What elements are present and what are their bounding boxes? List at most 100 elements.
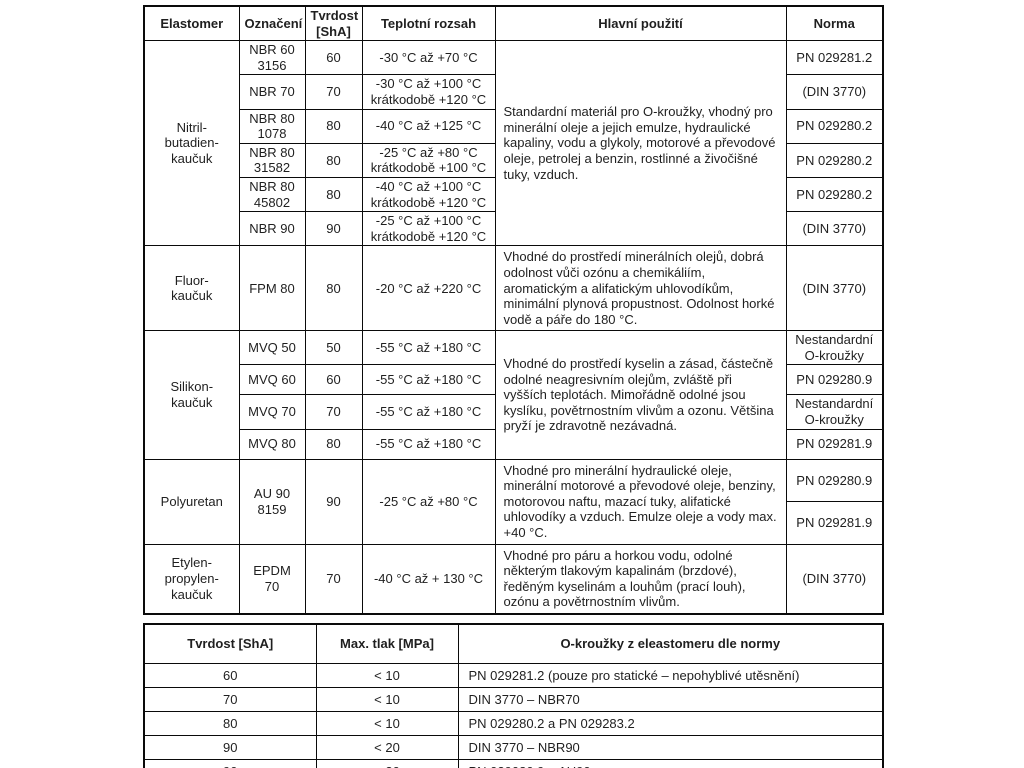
cell-tvrdost: 70 <box>304 543 363 615</box>
cell-tvrdost: 70 <box>143 687 317 712</box>
header-oznaceni: Označení <box>238 5 306 42</box>
cell-teplotni-rozsah: -30 °C až +100 °C krátkodobě +120 °C <box>361 74 496 110</box>
cell-oznaceni: NBR 60 3156 <box>238 40 306 76</box>
cell-norma: PN 029281.9 <box>785 428 884 460</box>
cell-tvrdost: 90 <box>143 735 317 760</box>
elastomer-table-row: Fluor- kaučuk FPM 80 80 -20 °C až +220 °C Vh… <box>143 245 884 332</box>
pressure-table-header: Tvrdost [ShA] Max. tlak [MPa] O-kroužky … <box>143 623 884 664</box>
cell-teplotni-rozsah: -40 °C až +125 °C <box>361 108 496 144</box>
elastomer-table-row: PN 029281.9 <box>144 501 884 545</box>
cell-oznaceni: NBR 80 31582 <box>238 142 306 178</box>
elastomer-table-row: Silikon- kaučuk MVQ 50 50 -55 °C až +180 °C… <box>143 330 884 460</box>
elastomer-table-header: Elastomer Označení Tvrdost [ShA] Teplotn… <box>143 5 884 42</box>
cell-norma-text: DIN 3770 – NBR70 <box>457 687 884 712</box>
cell-norma: (DIN 3770) <box>785 245 884 332</box>
pressure-limits-table: Tvrdost [ShA] Max. tlak [MPa] O-kroužky … <box>143 623 884 768</box>
header-tvrdost-sha: Tvrdost [ShA] <box>143 623 317 664</box>
header-row: Tvrdost [ShA] Max. tlak [MPa] O-kroužky … <box>143 623 884 664</box>
pressure-table-body: 60 < 10 PN 029281.2 (pouze pro statické – … <box>143 663 884 768</box>
cell-teplotni-rozsah: -55 °C až +180 °C <box>361 364 496 396</box>
cell-oznaceni: NBR 80 45802 <box>238 176 306 213</box>
cell-tvrdost: 90 <box>304 211 363 247</box>
cell-teplotni-rozsah: -25 °C až +80 °C <box>361 458 496 545</box>
cell-tvrdost: 60 <box>304 364 363 396</box>
header-elastomer: Elastomer <box>143 5 240 42</box>
cell-hlavni-pouziti: Standardní materiál pro O-kroužky, vhodn… <box>494 40 787 247</box>
cell-max-tlak: < 10 <box>315 711 459 736</box>
cell-oznaceni: EPDM 70 <box>238 543 306 615</box>
cell-tvrdost: 80 <box>304 108 363 144</box>
cell-norma: PN 029281.2 <box>785 40 884 76</box>
cell-tvrdost: 60 <box>304 40 363 76</box>
cell-teplotni-rozsah: -30 °C až +70 °C <box>361 40 496 76</box>
elastomer-table-row: NBR 90 90 -25 °C až +100 °C krátkodobě +12… <box>144 211 884 247</box>
cell-elastomer: Nitril- butadien- kaučuk <box>143 40 240 247</box>
cell-oznaceni: MVQ 70 <box>238 394 306 430</box>
cell-oznaceni: MVQ 80 <box>238 428 306 460</box>
elastomer-table-row: NBR 80 1078 80 -40 °C až +125 °C PN 029280.… <box>144 108 884 144</box>
cell-elastomer: Polyuretan <box>143 458 240 545</box>
cell-norma: PN 029280.9 <box>785 364 884 396</box>
header-tvrdost: Tvrdost [ShA] <box>304 5 363 42</box>
cell-elastomer: Fluor- kaučuk <box>143 245 240 332</box>
cell-tvrdost: 80 <box>304 245 363 332</box>
tables-container: Elastomer Označení Tvrdost [ShA] Teplotn… <box>143 5 884 768</box>
pressure-table-row: 80 < 10 PN 029280.2 a PN 029283.2 <box>143 711 884 736</box>
cell-oznaceni: AU 90 8159 <box>238 458 306 545</box>
cell-teplotni-rozsah: -55 °C až +180 °C <box>361 428 496 460</box>
cell-teplotni-rozsah: -25 °C až +80 °C krátkodobě +100 °C <box>361 142 496 178</box>
header-max-tlak: Max. tlak [MPa] <box>315 623 459 664</box>
header-teplotni-rozsah: Teplotní rozsah <box>361 5 496 42</box>
cell-norma-text: PN 029281.2 (pouze pro statické – nepohy… <box>457 663 884 688</box>
cell-tvrdost: 80 <box>143 711 317 736</box>
cell-tvrdost: 90 <box>304 458 363 545</box>
cell-tvrdost: 60 <box>143 663 317 688</box>
pressure-table-row: 60 < 10 PN 029281.2 (pouze pro statické – … <box>143 663 884 688</box>
pressure-table-row: 90 < 20 DIN 3770 – NBR90 <box>143 735 884 760</box>
cell-elastomer: Silikon- kaučuk <box>143 330 240 460</box>
cell-oznaceni: MVQ 60 <box>238 364 306 396</box>
cell-oznaceni: FPM 80 <box>238 245 306 332</box>
cell-norma: PN 029281.9 <box>785 501 884 545</box>
cell-oznaceni: NBR 80 1078 <box>238 108 306 144</box>
cell-tvrdost: 80 <box>304 142 363 178</box>
cell-teplotni-rozsah: -40 °C až + 130 °C <box>361 543 496 615</box>
cell-hlavni-pouziti: Vhodné do prostředí kyselin a zásad, čás… <box>494 330 787 460</box>
elastomer-table-row: MVQ 70 70 -55 °C až +180 °C Nestandardní O-… <box>144 394 884 430</box>
cell-norma: PN 029280.9 <box>785 458 884 503</box>
cell-tvrdost: 80 <box>304 428 363 460</box>
cell-norma: Nestandardní O-kroužky <box>785 394 884 430</box>
cell-norma-text: DIN 3770 – NBR90 <box>457 735 884 760</box>
elastomer-table-row: Etylen- propylen- kaučuk EPDM 70 70 -40 °C … <box>143 543 884 615</box>
cell-norma: Nestandardní O-kroužky <box>785 330 884 366</box>
cell-oznaceni: MVQ 50 <box>238 330 306 366</box>
cell-norma: (DIN 3770) <box>785 74 884 110</box>
cell-elastomer: Etylen- propylen- kaučuk <box>143 543 240 615</box>
header-norma: Norma <box>785 5 884 42</box>
cell-norma: (DIN 3770) <box>785 543 884 615</box>
header-hlavni-pouziti: Hlavní použití <box>494 5 787 42</box>
elastomer-properties-table: Elastomer Označení Tvrdost [ShA] Teplotn… <box>143 5 884 615</box>
cell-max-tlak: < 10 <box>315 687 459 712</box>
cell-oznaceni: NBR 90 <box>238 211 306 247</box>
cell-tvrdost: 70 <box>304 74 363 110</box>
elastomer-table-row: NBR 80 31582 80 -25 °C až +80 °C krátkodob… <box>144 142 884 178</box>
cell-teplotni-rozsah: -20 °C až +220 °C <box>361 245 496 332</box>
elastomer-table-row: MVQ 80 80 -55 °C až +180 °C PN 029281.9 <box>144 428 884 460</box>
cell-teplotni-rozsah: -55 °C až +180 °C <box>361 330 496 366</box>
header-row: Elastomer Označení Tvrdost [ShA] Teplotn… <box>143 5 884 42</box>
elastomer-table-row: Polyuretan AU 90 8159 90 -25 °C až +80 °C Vh… <box>143 458 884 545</box>
elastomer-table-row: MVQ 60 60 -55 °C až +180 °C PN 029280.9 <box>144 364 884 396</box>
cell-norma: PN 029280.2 <box>785 108 884 144</box>
pressure-table-row: 70 < 10 DIN 3770 – NBR70 <box>143 687 884 712</box>
cell-tvrdost: 70 <box>304 394 363 430</box>
cell-hlavni-pouziti: Vhodné pro páru a horkou vodu, odolné ně… <box>494 543 787 615</box>
cell-max-tlak: < 20 <box>315 759 459 768</box>
cell-teplotni-rozsah: -40 °C až +100 °C krátkodobě +120 °C <box>361 176 496 213</box>
cell-max-tlak: < 20 <box>315 735 459 760</box>
cell-norma: PN 029280.2 <box>785 142 884 178</box>
elastomer-table-row: NBR 80 45802 80 -40 °C až +100 °C krátkodo… <box>144 176 884 213</box>
